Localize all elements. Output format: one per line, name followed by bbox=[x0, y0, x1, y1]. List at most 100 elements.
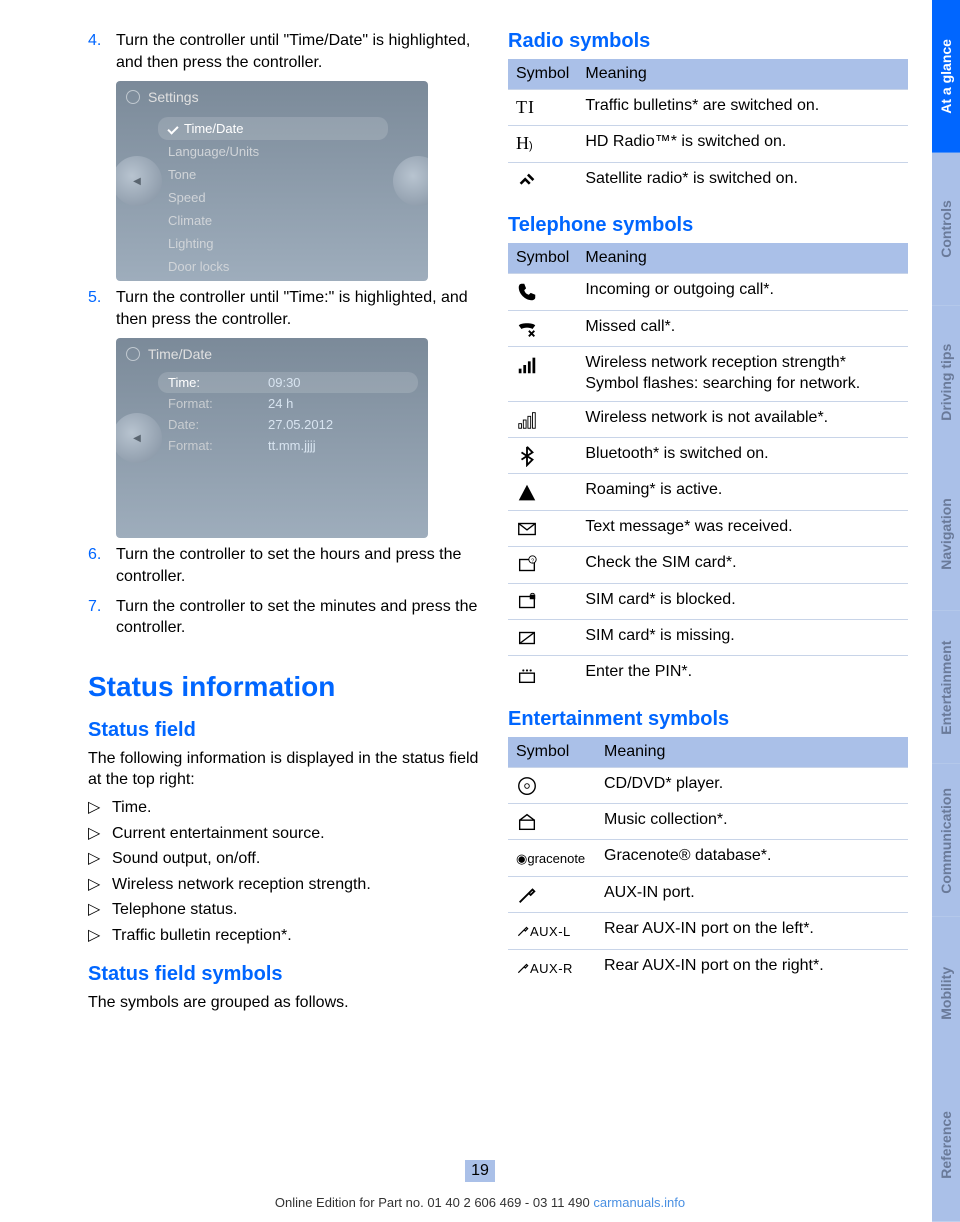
step-number: 4. bbox=[88, 30, 116, 73]
tab-entertainment[interactable]: Entertainment bbox=[932, 611, 960, 764]
tab-driving-tips[interactable]: Driving tips bbox=[932, 306, 960, 459]
hd-radio-icon: H) bbox=[508, 126, 577, 162]
page-number: 19 bbox=[0, 1160, 960, 1182]
table-row: ◉gracenote Gracenote® database*. bbox=[508, 840, 908, 876]
cell-text: Roaming* is active. bbox=[577, 474, 908, 510]
triangle-icon: ▷ bbox=[88, 874, 112, 896]
gracenote-icon: ◉gracenote bbox=[508, 840, 596, 876]
cell-text: Rear AUX-IN port on the left*. bbox=[596, 913, 908, 949]
cell-text: CD/DVD* player. bbox=[596, 767, 908, 803]
table-row: Text message* was received. bbox=[508, 510, 908, 546]
list-item-label: Telephone status. bbox=[112, 899, 237, 921]
table-row: Incoming or outgoing call*. bbox=[508, 274, 908, 310]
col-meaning: Meaning bbox=[577, 59, 908, 90]
table-row: Missed call*. bbox=[508, 310, 908, 346]
svg-text:?: ? bbox=[531, 559, 534, 565]
sim-missing-icon bbox=[508, 619, 577, 655]
step-number: 7. bbox=[88, 596, 116, 639]
triangle-icon: ▷ bbox=[88, 823, 112, 845]
step-number: 6. bbox=[88, 544, 116, 587]
entertainment-symbols-table: SymbolMeaning CD/DVD* player. Music coll… bbox=[508, 737, 908, 985]
cell-text: SIM card* is missing. bbox=[577, 619, 908, 655]
settings-screen: ◀ Settings Time/Date Language/Units Tone… bbox=[116, 81, 428, 281]
cell-text: Wireless network reception strength* Sym… bbox=[577, 346, 908, 401]
list-item: Climate bbox=[158, 209, 428, 232]
col-symbol: Symbol bbox=[508, 59, 577, 90]
step-text: Turn the controller until "Time:" is hig… bbox=[116, 287, 488, 330]
entertainment-symbols-heading: Entertainment symbols bbox=[508, 708, 908, 731]
side-tabs: At a glance Controls Driving tips Naviga… bbox=[932, 0, 960, 1222]
nav-knob-left-icon: ◀ bbox=[116, 413, 162, 463]
screen-header: Settings bbox=[116, 81, 428, 113]
list-item: ▷Wireless network reception strength. bbox=[88, 874, 488, 896]
table-row: CD/DVD* player. bbox=[508, 767, 908, 803]
sim-locked-icon bbox=[508, 583, 577, 619]
disc-icon bbox=[508, 767, 596, 803]
tab-mobility[interactable]: Mobility bbox=[932, 917, 960, 1070]
col-meaning: Meaning bbox=[596, 737, 908, 768]
status-field-intro: The following information is displayed i… bbox=[88, 748, 488, 791]
aux-r-label: AUX-R bbox=[530, 961, 573, 976]
table-row: ? Check the SIM card*. bbox=[508, 547, 908, 583]
status-field-heading: Status field bbox=[88, 719, 488, 742]
screen-title: Settings bbox=[148, 89, 199, 105]
list-item: ▷Sound output, on/off. bbox=[88, 848, 488, 870]
list-item: Door locks bbox=[158, 255, 428, 278]
table-row: Roaming* is active. bbox=[508, 474, 908, 510]
list-item-label: Time. bbox=[112, 797, 151, 819]
step-7: 7. Turn the controller to set the minute… bbox=[88, 596, 488, 639]
table-row: Bluetooth* is switched on. bbox=[508, 437, 908, 473]
ti-icon: TI bbox=[508, 90, 577, 126]
status-bullet-list: ▷Time. ▷Current entertainment source. ▷S… bbox=[88, 797, 488, 947]
gear-icon bbox=[126, 90, 140, 104]
telephone-symbols-heading: Telephone symbols bbox=[508, 214, 908, 237]
table-row: Enter the PIN*. bbox=[508, 656, 908, 692]
row-label: Date: bbox=[168, 417, 268, 432]
list-item: Speed bbox=[158, 186, 428, 209]
footer-edition: Online Edition for Part no. 01 40 2 606 … bbox=[275, 1195, 590, 1210]
cell-text: Satellite radio* is switched on. bbox=[577, 162, 908, 198]
list-item: Time/Date bbox=[158, 117, 388, 140]
sim-check-icon: ? bbox=[508, 547, 577, 583]
bluetooth-icon bbox=[508, 437, 577, 473]
aux-l-label: AUX-L bbox=[530, 924, 571, 939]
cell-text: Incoming or outgoing call*. bbox=[577, 274, 908, 310]
aux-left-icon: AUX-L bbox=[508, 913, 596, 949]
tab-navigation[interactable]: Navigation bbox=[932, 458, 960, 611]
list-item: ▷Current entertainment source. bbox=[88, 823, 488, 845]
list-item: Lighting bbox=[158, 232, 428, 255]
radio-symbols-table: SymbolMeaning TI Traffic bulletins* are … bbox=[508, 59, 908, 198]
triangle-icon: ▷ bbox=[88, 899, 112, 921]
step-number: 5. bbox=[88, 287, 116, 330]
table-row: AUX-L Rear AUX-IN port on the left*. bbox=[508, 913, 908, 949]
signal-empty-icon bbox=[508, 401, 577, 437]
time-date-body: Time: 09:30 Format: 24 h Date: 27.05.201… bbox=[158, 372, 428, 456]
nav-knob-left-icon: ◀ bbox=[116, 156, 162, 206]
date-row: Date: 27.05.2012 bbox=[158, 414, 428, 435]
col-symbol: Symbol bbox=[508, 243, 577, 274]
status-info-heading: Status information bbox=[88, 671, 488, 703]
list-item-label: Time/Date bbox=[184, 121, 243, 136]
cell-text: Check the SIM card*. bbox=[577, 547, 908, 583]
tab-at-a-glance[interactable]: At a glance bbox=[932, 0, 960, 153]
telephone-symbols-table: SymbolMeaning Incoming or outgoing call*… bbox=[508, 243, 908, 692]
list-item: ▷Traffic bulletin reception*. bbox=[88, 925, 488, 947]
row-label: Format: bbox=[168, 396, 268, 411]
tab-controls[interactable]: Controls bbox=[932, 153, 960, 306]
list-item: Tone bbox=[158, 163, 428, 186]
screen-header: Time/Date bbox=[116, 338, 428, 370]
tab-communication[interactable]: Communication bbox=[932, 764, 960, 917]
table-row: Wireless network is not available*. bbox=[508, 401, 908, 437]
cell-text: Wireless network is not available*. bbox=[577, 401, 908, 437]
message-icon bbox=[508, 510, 577, 546]
roaming-icon bbox=[508, 474, 577, 510]
list-item-label: Traffic bulletin reception*. bbox=[112, 925, 292, 947]
table-row: H) HD Radio™* is switched on. bbox=[508, 126, 908, 162]
screen-title: Time/Date bbox=[148, 346, 212, 362]
list-item-label: Current entertainment source. bbox=[112, 823, 325, 845]
step-6: 6. Turn the controller to set the hours … bbox=[88, 544, 488, 587]
cell-text: Music collection*. bbox=[596, 804, 908, 840]
aux-right-icon: AUX-R bbox=[508, 949, 596, 985]
row-value: 27.05.2012 bbox=[268, 417, 333, 432]
cell-text: Traffic bulletins* are switched on. bbox=[577, 90, 908, 126]
